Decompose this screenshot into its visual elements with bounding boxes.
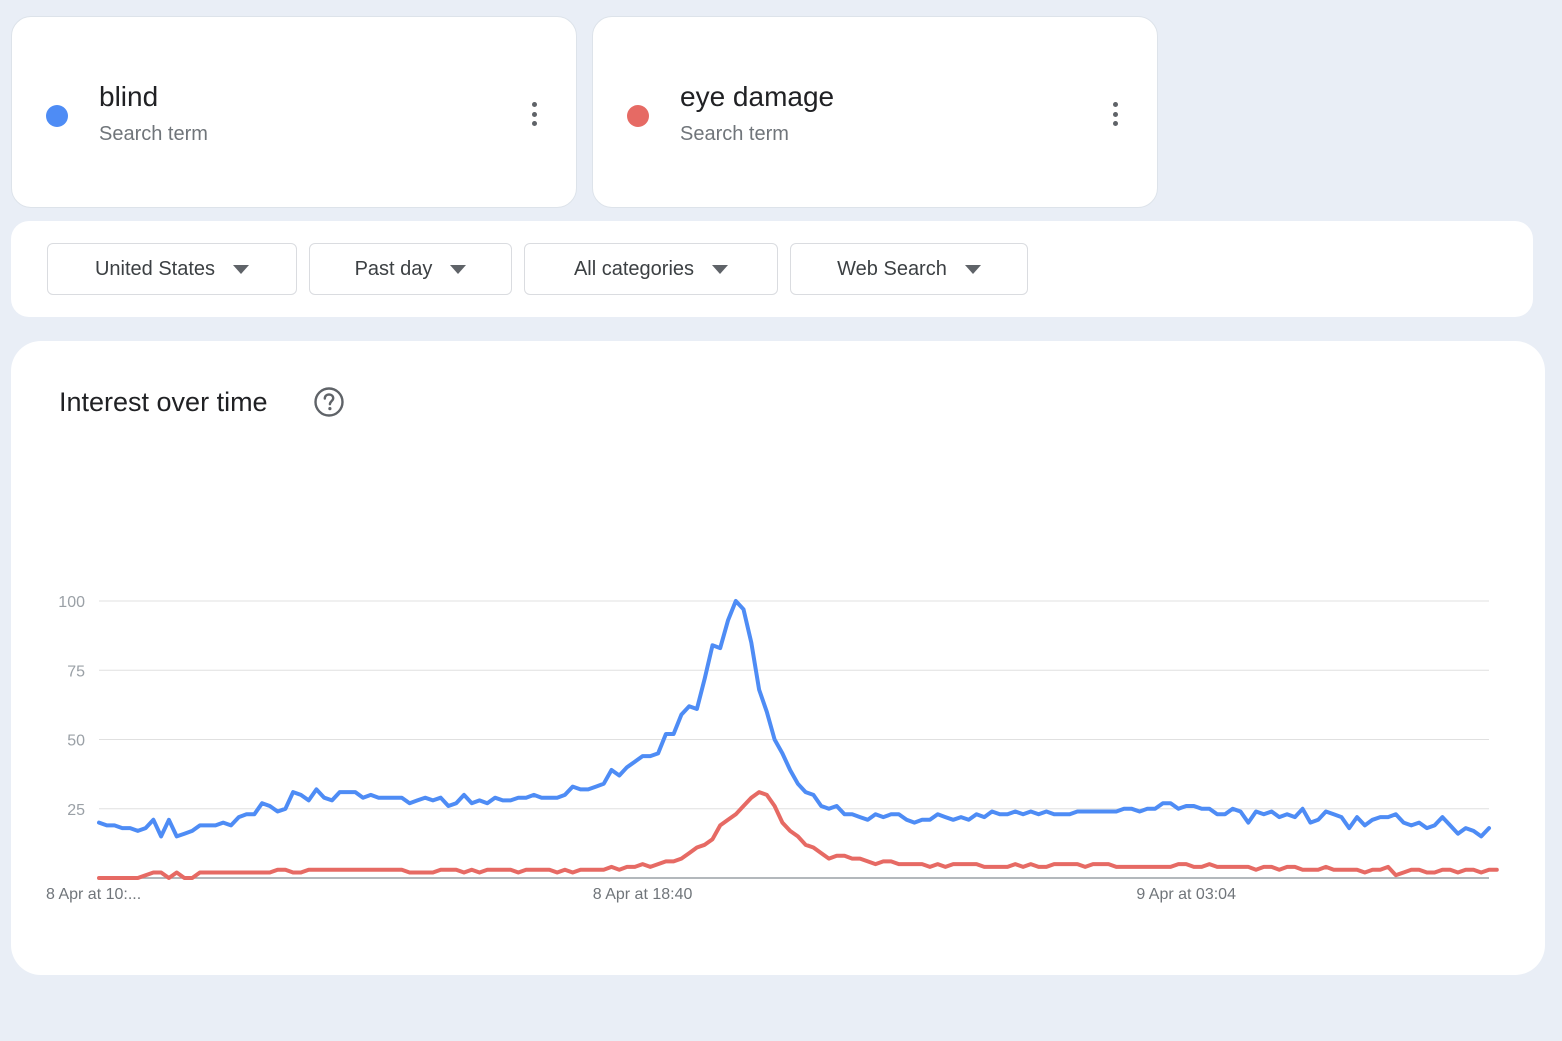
- line-chart[interactable]: 25 50 75 100 8 Apr at 10:... 8 Apr at 18:40 9 …: [11, 341, 1545, 975]
- x-tick-label: 8 Apr at 10:...: [46, 886, 141, 903]
- time-range-dropdown[interactable]: Past day: [309, 243, 512, 295]
- term-subtitle: Search term: [680, 123, 789, 145]
- more-options-icon[interactable]: [1103, 99, 1127, 129]
- search-type-dropdown[interactable]: Web Search: [790, 243, 1028, 295]
- series-line-blind: [97, 599, 1491, 839]
- category-dropdown[interactable]: All categories: [524, 243, 778, 295]
- region-dropdown-label: United States: [94, 257, 216, 280]
- search-type-dropdown-label: Web Search: [837, 257, 947, 280]
- dropdown-arrow-icon: [964, 264, 981, 274]
- term-name: blind: [99, 81, 159, 112]
- chart-title: Interest over time: [59, 387, 268, 417]
- time-range-dropdown-label: Past day: [354, 257, 433, 280]
- more-options-icon[interactable]: [522, 99, 546, 129]
- term-card-eye-damage[interactable]: eye damage Search term: [592, 16, 1158, 208]
- term-card-blind[interactable]: blind Search term: [11, 16, 577, 208]
- term-subtitle: Search term: [99, 123, 208, 145]
- series-color-dot: [46, 105, 68, 127]
- y-tick-label: 75: [67, 663, 85, 680]
- interest-over-time-card: Interest over time 25 50 75 100 8 Apr at 10:…: [11, 341, 1545, 975]
- dropdown-arrow-icon: [712, 264, 729, 274]
- filter-bar: United States Past day All categories We…: [11, 221, 1533, 317]
- term-name: eye damage: [680, 81, 835, 112]
- dropdown-arrow-icon: [450, 264, 467, 274]
- series-line-eye-damage: [97, 790, 1499, 880]
- dropdown-arrow-icon: [233, 264, 250, 274]
- x-tick-label: 9 Apr at 03:04: [1136, 886, 1236, 903]
- help-circle-icon[interactable]: [313, 386, 345, 418]
- region-dropdown[interactable]: United States: [47, 243, 297, 295]
- y-tick-label: 100: [58, 594, 85, 611]
- category-dropdown-label: All categories: [573, 257, 695, 280]
- y-tick-label: 50: [67, 733, 85, 750]
- y-tick-label: 25: [67, 802, 85, 819]
- series-color-dot: [627, 105, 649, 127]
- x-tick-label: 8 Apr at 18:40: [593, 886, 693, 903]
